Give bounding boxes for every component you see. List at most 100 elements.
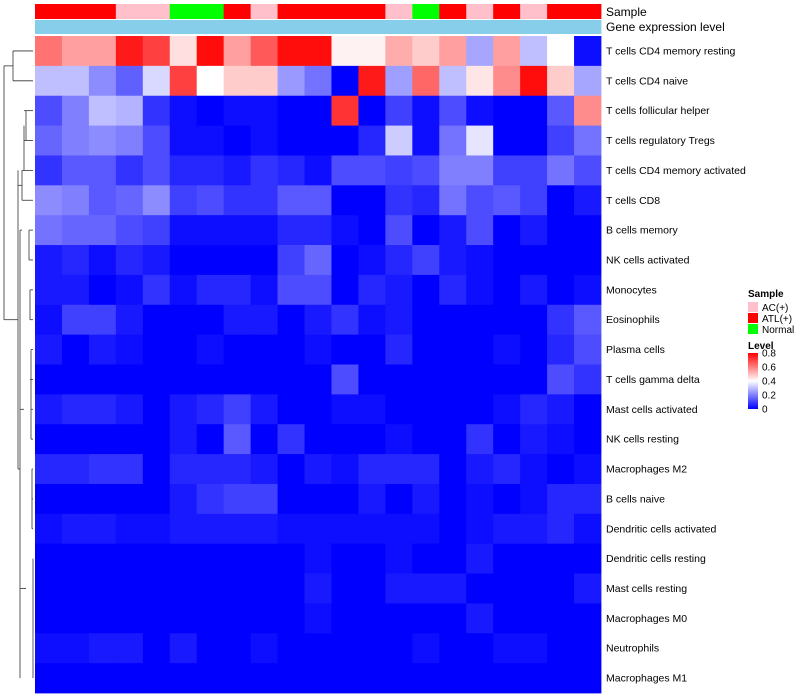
- heatmap-cell: [61, 155, 90, 186]
- heatmap-cell: [385, 245, 413, 276]
- heatmap-cell: [358, 65, 386, 97]
- heatmap-cell: [331, 394, 359, 425]
- level-legend-colorbar: [748, 353, 758, 409]
- heatmap-cell: [169, 543, 198, 574]
- heatmap-cell: [277, 245, 305, 276]
- heatmap-cell: [115, 95, 144, 126]
- heatmap-cell: [358, 364, 386, 395]
- heatmap-cell: [547, 95, 575, 126]
- heatmap-cell: [142, 125, 171, 156]
- heatmap-cell: [493, 215, 521, 246]
- heatmap-cell: [439, 454, 467, 485]
- heatmap-cell: [304, 573, 332, 604]
- sample-annotation-cell: [358, 4, 386, 19]
- heatmap-cell: [439, 185, 467, 216]
- heatmap-cell: [277, 364, 305, 395]
- heatmap-cell: [61, 36, 90, 67]
- heatmap-cell: [35, 513, 63, 545]
- heatmap-cell: [142, 513, 171, 545]
- heatmap-cell: [196, 65, 225, 97]
- heatmap-cell: [304, 483, 332, 515]
- heatmap-cell: [223, 215, 252, 246]
- heatmap-cell: [196, 603, 225, 634]
- heatmap-cell: [35, 364, 63, 395]
- heatmap-cell: [223, 65, 252, 97]
- heatmap-cell: [493, 424, 521, 455]
- heatmap-cell: [358, 125, 386, 156]
- heatmap-cell: [520, 245, 548, 276]
- heatmap-cell: [115, 513, 144, 545]
- heatmap-cell: [547, 454, 575, 485]
- heatmap-cell: [358, 304, 386, 336]
- heatmap-cell: [277, 304, 305, 336]
- heatmap-cell: [88, 155, 117, 186]
- heatmap-cell: [169, 394, 198, 425]
- heatmap-cell: [35, 424, 63, 455]
- heatmap-cell: [196, 245, 225, 276]
- heatmap-cell: [331, 603, 359, 634]
- heatmap-cell: [88, 95, 117, 126]
- heatmap-cell: [88, 65, 117, 97]
- heatmap-cell: [385, 185, 413, 216]
- heatmap-cell: [358, 573, 386, 604]
- heatmap-cell: [196, 573, 225, 604]
- heatmap-cell: [35, 573, 63, 604]
- heatmap-cell: [115, 543, 144, 574]
- heatmap-cell: [223, 245, 252, 276]
- heatmap-cell: [115, 215, 144, 246]
- heatmap-cell: [169, 65, 198, 97]
- heatmap-cell: [412, 95, 440, 126]
- heatmap-cell: [223, 304, 252, 336]
- heatmap-cell: [358, 633, 386, 664]
- heatmap-cell: [223, 633, 252, 664]
- heatmap-cell: [115, 483, 144, 515]
- heatmap-cell: [35, 543, 63, 574]
- heatmap-cell: [547, 125, 575, 156]
- heatmap-cell: [574, 215, 602, 246]
- heatmap-cell: [466, 215, 494, 246]
- heatmap-cell: [520, 394, 548, 425]
- heatmap-cell: [61, 483, 90, 515]
- expression-annotation-cell: [412, 20, 440, 34]
- heatmap-cell: [466, 334, 494, 365]
- heatmap-cell: [520, 304, 548, 336]
- heatmap-cell: [439, 304, 467, 336]
- heatmap-cell: [304, 663, 332, 694]
- heatmap-cell: [169, 364, 198, 395]
- heatmap-cell: [493, 274, 521, 306]
- row-label: Dendritic cells activated: [606, 523, 716, 535]
- heatmap-cell: [250, 603, 278, 634]
- heatmap-cell: [331, 483, 359, 515]
- heatmap-cell: [169, 274, 198, 306]
- heatmap-cell: [358, 245, 386, 276]
- heatmap-cell: [520, 364, 548, 395]
- heatmap-cell: [466, 603, 494, 634]
- expression-annotation-cell: [358, 20, 386, 34]
- heatmap-cell: [35, 36, 63, 67]
- heatmap-cell: [412, 155, 440, 186]
- heatmap-cell: [439, 65, 467, 97]
- sample-annotation-title: Sample: [606, 5, 647, 19]
- heatmap-cell: [493, 573, 521, 604]
- heatmap-cell: [304, 215, 332, 246]
- heatmap-cell: [142, 304, 171, 336]
- heatmap-cell: [250, 543, 278, 574]
- row-label: Mast cells activated: [606, 404, 698, 416]
- heatmap-cell: [547, 185, 575, 216]
- heatmap-cell: [35, 125, 63, 156]
- heatmap-cell: [196, 95, 225, 126]
- heatmap-cell: [385, 215, 413, 246]
- heatmap-cell: [466, 245, 494, 276]
- heatmap-cell: [331, 245, 359, 276]
- heatmap-cell: [88, 633, 117, 664]
- heatmap-cell: [196, 334, 225, 365]
- heatmap-cell: [385, 304, 413, 336]
- heatmap-cell: [88, 424, 117, 455]
- heatmap-cell: [250, 454, 278, 485]
- heatmap-cell: [61, 304, 90, 336]
- row-label: T cells CD4 memory resting: [606, 45, 735, 57]
- heatmap-cell: [574, 95, 602, 126]
- heatmap-cell: [358, 274, 386, 306]
- heatmap-cell: [439, 95, 467, 126]
- heatmap-cell: [35, 334, 63, 365]
